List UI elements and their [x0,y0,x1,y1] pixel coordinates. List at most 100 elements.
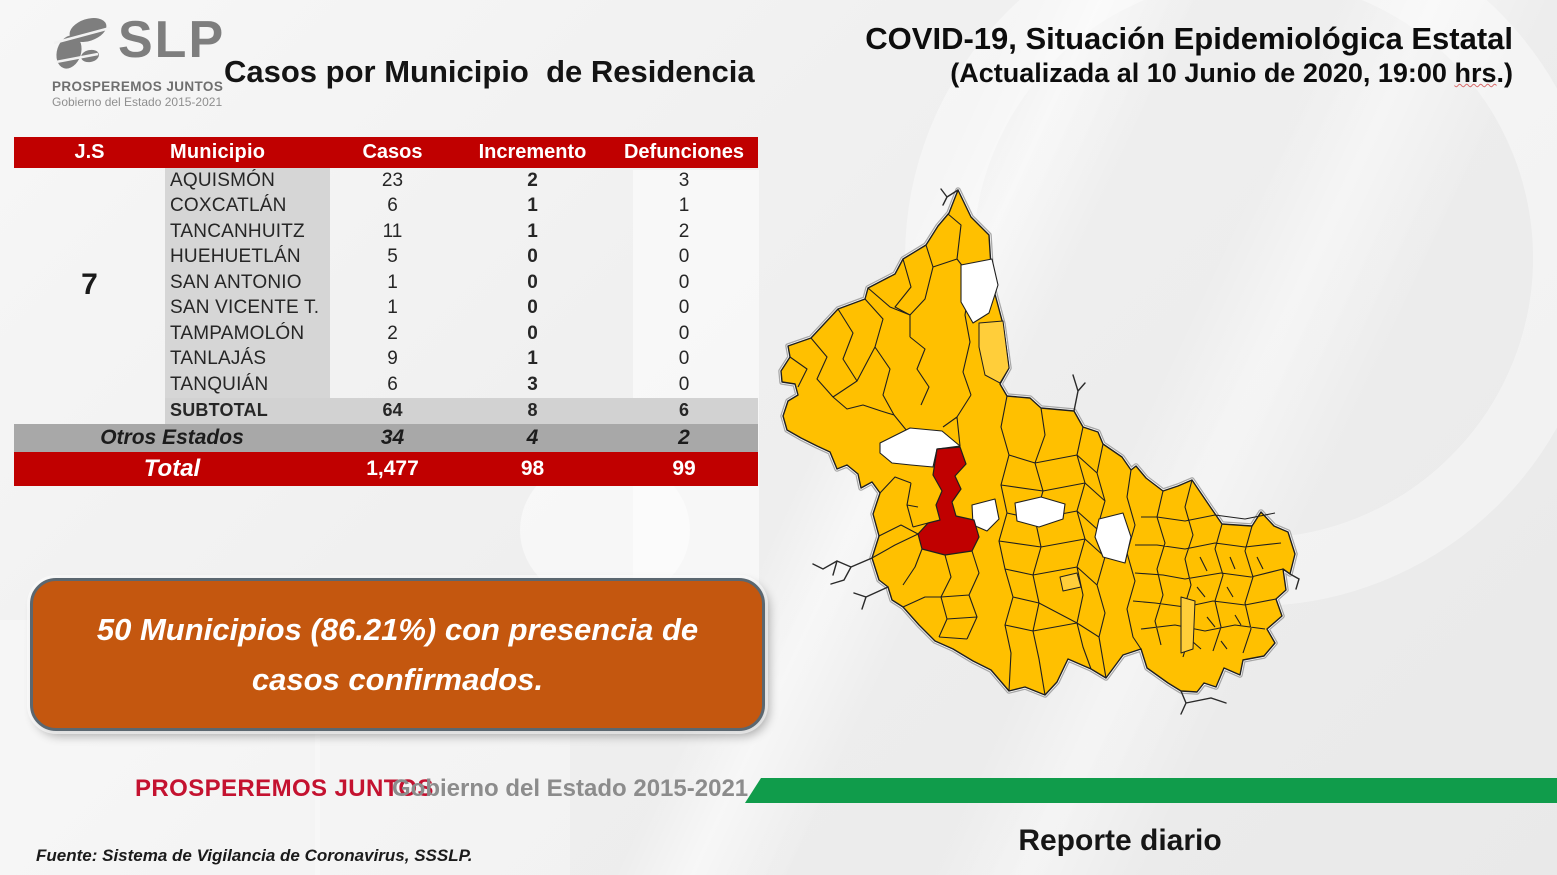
table-cell: 0 [678,246,690,268]
report-title-line1: COVID-19, Situación Epidemiológica Estat… [865,21,1513,56]
table-row: TANQUIÁN 6 3 0 [14,372,758,398]
table-row: SAN VICENTE T. 1 0 0 [14,295,758,321]
subtotal-defunciones: 6 [610,397,758,424]
table-cell: 23 [381,169,404,191]
table-row: HUEHUETLÁN 5 0 0 [14,244,758,271]
table-cell: 9 [387,348,398,370]
table-cell: TANLAJÁS [165,346,330,372]
boundary-tails [812,188,1300,715]
subtotal-incremento: 8 [455,397,610,424]
column-header-defunciones: Defunciones [623,141,745,163]
table-cell: 3 [527,373,538,395]
page-title: Casos por Municipio de Residencia [224,54,755,89]
table-cell: 1 [387,297,398,319]
table-cell [14,245,165,271]
footer-green-bar [745,778,1557,803]
table-cell: TANQUIÁN [165,372,330,398]
report-title-line2-suffix: .) [1496,58,1514,88]
cases-table-rows: AQUISMÓN 23 2 3 COXCATLÁN 6 1 1 TANCANHUITZ 11 1 2 H… [14,168,758,398]
otros-label: Otros Estados [100,425,244,449]
callout-text: 50 Municipios (86.21%) con presencia de … [96,611,699,697]
table-cell: COXCATLÁN [165,193,330,219]
table-cell [14,321,165,347]
total-incremento: 98 [520,456,545,480]
table-cell: 6 [387,373,398,395]
table-cell: 1 [527,348,538,370]
table-row: SAN ANTONIO 1 0 0 [14,270,758,296]
table-cell: SAN VICENTE T. [165,295,330,321]
otros-defunciones: 2 [678,425,690,449]
map-region-capital-red [917,446,980,556]
otros-incremento: 4 [526,425,539,449]
table-cell: TAMPAMOLÓN [165,321,330,347]
table-cell: 1 [678,195,690,217]
table-cell: 0 [527,322,538,344]
table-cell: 1 [527,220,538,242]
table-cell: 0 [527,271,538,293]
subtotal-casos: 64 [330,397,455,424]
table-cell: AQUISMÓN [165,168,330,194]
subtotal-label: SUBTOTAL [165,397,330,424]
column-header-incremento: Incremento [478,141,587,163]
column-header-js: J.S [74,141,105,163]
column-header-municipio: Municipio [170,141,266,163]
subtotal-row: SUBTOTAL 64 8 6 [14,397,758,424]
report-title-line2-hrs: hrs [1454,58,1497,88]
table-cell: HUEHUETLÁN [165,244,330,270]
report-title-line2: (Actualizada al 10 Junio de 2020, 19:00 … [793,57,1513,90]
table-row: TANLAJÁS 9 1 0 [14,346,758,373]
logo-tagline: PROSPEREMOS JUNTOS [52,79,224,94]
table-cell [14,347,165,373]
total-defunciones: 99 [672,456,696,480]
total-label: Total [143,454,201,482]
table-row: AQUISMÓN 23 2 3 [14,168,758,194]
js-region-number: 7 [81,268,98,301]
table-cell: 6 [387,195,398,217]
slp-logo: SLP PROSPEREMOS JUNTOS Gobierno del Esta… [52,11,372,109]
table-cell: 2 [678,220,690,242]
table-cell [14,194,165,220]
table-row: TAMPAMOLÓN 2 0 0 [14,321,758,347]
map-regions-light [978,320,1196,654]
table-cell [14,219,165,245]
table-cell: 5 [387,246,398,268]
table-row: TANCANHUITZ 11 1 2 [14,219,758,245]
table-cell: 1 [387,271,398,293]
table-cell: 2 [387,322,398,344]
table-cell: 3 [678,169,690,191]
report-title-line2-prefix: (Actualizada al 10 Junio de 2020, 19:00 [950,58,1455,88]
total-row: Total 1,477 98 99 [14,451,758,486]
cases-table: J.S Municipio Casos Incremento Defuncion… [14,137,758,486]
state-map [778,187,1300,715]
municipios-callout: 50 Municipios (86.21%) con presencia de … [30,578,765,731]
footer-brand: PROSPEREMOS JUNTOS [135,775,434,802]
table-cell: 11 [382,220,403,242]
logo-acronym: SLP [118,11,226,69]
table-cell: SAN ANTONIO [165,270,330,296]
column-header-casos: Casos [362,141,423,163]
table-cell: 0 [678,348,690,370]
table-cell [14,398,165,424]
map-regions-no-cases [879,258,1132,564]
table-cell: 1 [527,195,538,217]
table-cell [14,372,165,398]
table-cell: 2 [527,169,538,191]
total-casos: 1,477 [366,456,419,480]
footer-government: Gobierno del Estado 2015-2021 [392,775,749,802]
table-row: COXCATLÁN 6 1 1 [14,193,758,220]
table-header-row: J.S Municipio Casos Incremento Defuncion… [14,137,758,168]
otros-casos: 34 [380,425,405,449]
table-cell: 0 [527,297,538,319]
slp-beans-icon [53,18,111,69]
report-type-label: Reporte diario [1018,824,1222,857]
source-note: Fuente: Sistema de Vigilancia de Coronav… [36,846,473,865]
state-shape [780,189,1296,696]
report-title: COVID-19, Situación Epidemiológica Estat… [793,20,1513,90]
table-cell: TANCANHUITZ [165,219,330,245]
table-cell: 0 [678,373,690,395]
table-cell [14,168,165,194]
table-cell: 0 [678,297,690,319]
logo-subtitle: Gobierno del Estado 2015-2021 [52,95,223,109]
otros-estados-row: Otros Estados 34 4 2 [14,423,758,452]
